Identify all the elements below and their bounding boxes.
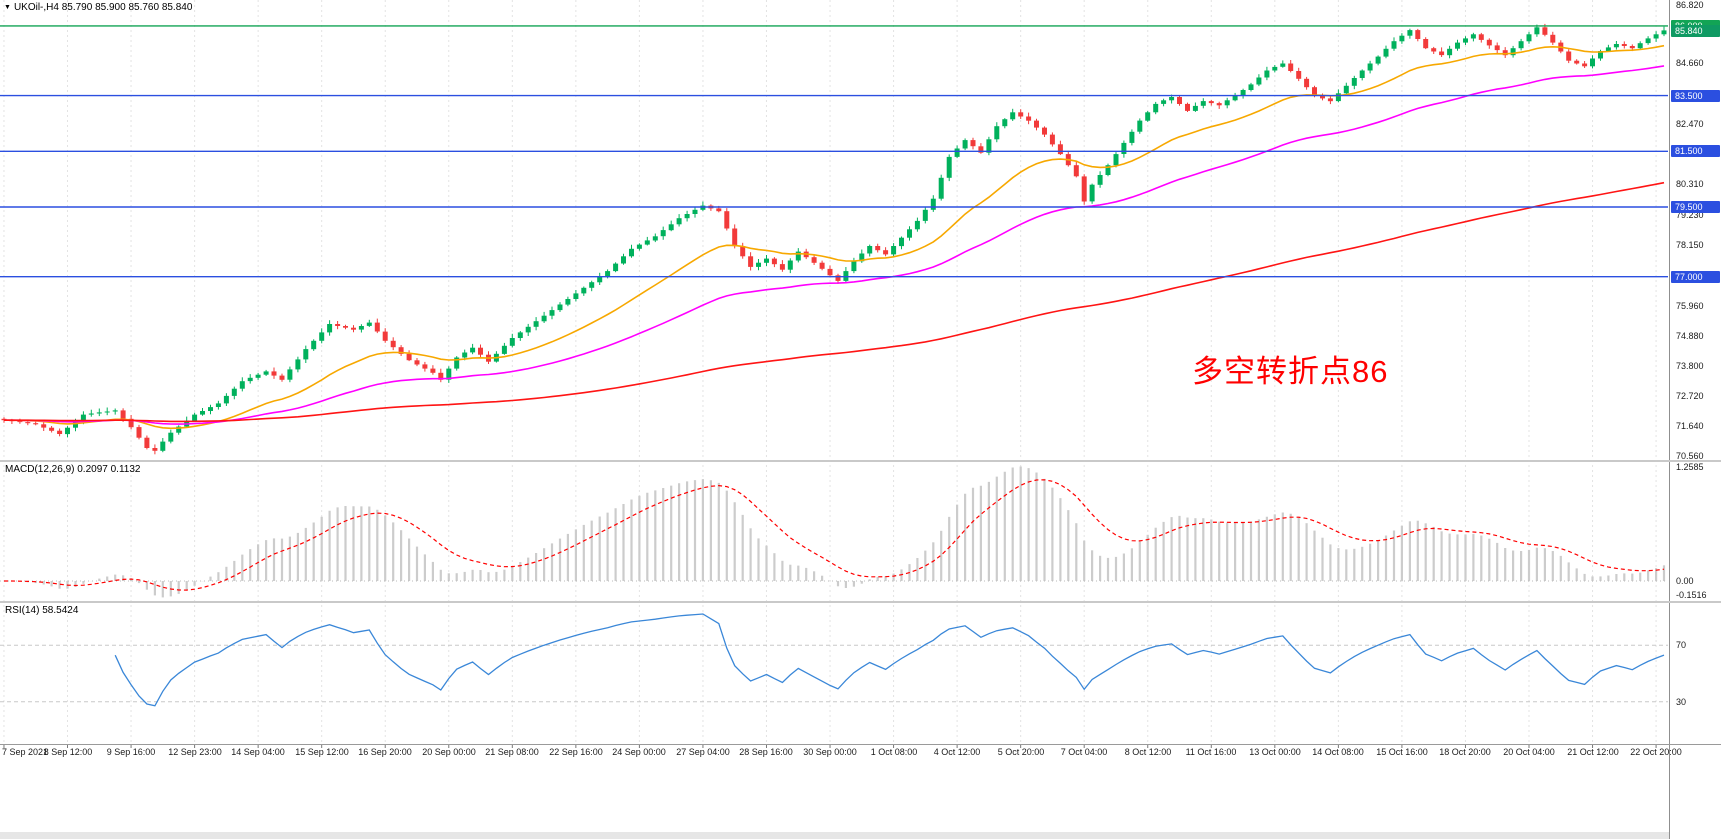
price-line-badge: 77.000 bbox=[1671, 271, 1720, 283]
chart-title-text: UKOil-,H4 85.790 85.900 85.760 85.840 bbox=[13, 2, 193, 13]
time-axis-label: 30 Sep 00:00 bbox=[803, 747, 857, 757]
chart-canvas[interactable] bbox=[0, 0, 1669, 839]
time-axis-label: 1 Oct 08:00 bbox=[870, 747, 918, 757]
time-axis-label: 21 Sep 08:00 bbox=[485, 747, 539, 757]
time-axis-label: 22 Sep 16:00 bbox=[549, 747, 603, 757]
rsi-panel[interactable] bbox=[0, 603, 1669, 744]
macd-label: MACD(12,26,9) 0.2097 0.1132 bbox=[5, 464, 141, 475]
price-axis-tick: -0.1516 bbox=[1676, 590, 1707, 600]
price-axis-tick: 71.640 bbox=[1676, 421, 1704, 431]
panel-divider-macd[interactable] bbox=[0, 460, 1721, 462]
price-axis-tick: 72.720 bbox=[1676, 391, 1704, 401]
time-axis-label: 11 Oct 16:00 bbox=[1185, 747, 1237, 757]
chart-title: ▼ UKOil-,H4 85.790 85.900 85.760 85.840 bbox=[4, 2, 192, 13]
price-axis-tick: 1.2585 bbox=[1676, 462, 1704, 472]
time-axis-label: 13 Oct 00:00 bbox=[1249, 747, 1301, 757]
macd-panel[interactable] bbox=[0, 462, 1669, 601]
price-line-badge: 81.500 bbox=[1671, 145, 1720, 157]
price-axis-tick: 70.560 bbox=[1676, 451, 1704, 461]
price-axis-tick: 78.150 bbox=[1676, 240, 1704, 250]
time-axis-label: 15 Oct 16:00 bbox=[1376, 747, 1428, 757]
time-axis[interactable]: 7 Sep 2021 8 Sep 12:00 9 Sep 16:00 12 Sep 2… bbox=[0, 747, 1721, 761]
price-axis-tick: 74.880 bbox=[1676, 331, 1704, 341]
time-axis-label: 28 Sep 16:00 bbox=[739, 747, 793, 757]
price-axis-tick: 73.800 bbox=[1676, 361, 1704, 371]
panel-divider-rsi[interactable] bbox=[0, 601, 1721, 603]
price-line-badge: 83.500 bbox=[1671, 90, 1720, 102]
time-axis-label: 14 Sep 04:00 bbox=[231, 747, 285, 757]
price-axis-tick: 82.470 bbox=[1676, 119, 1704, 129]
price-axis-tick: 84.660 bbox=[1676, 58, 1704, 68]
bottom-strip bbox=[0, 832, 1721, 839]
time-axis-label: 20 Sep 00:00 bbox=[422, 747, 476, 757]
time-axis-label: 24 Sep 00:00 bbox=[612, 747, 666, 757]
time-axis-label: 9 Sep 16:00 bbox=[106, 747, 156, 757]
time-axis-label: 7 Sep 2021 bbox=[2, 747, 49, 757]
time-axis-label: 8 Sep 12:00 bbox=[43, 747, 93, 757]
time-axis-label: 15 Sep 12:00 bbox=[295, 747, 349, 757]
time-axis-label: 22 Oct 20:00 bbox=[1630, 747, 1682, 757]
price-axis[interactable]: 86.820 84.660 82.470 80.310 79.230 78.150 75.9… bbox=[1669, 0, 1721, 839]
price-axis-tick: 86.820 bbox=[1676, 0, 1704, 10]
time-axis-label: 4 Oct 12:00 bbox=[933, 747, 981, 757]
rsi-label: RSI(14) 58.5424 bbox=[5, 605, 79, 616]
symbol-marker-icon: ▼ bbox=[4, 4, 11, 11]
time-axis-label: 16 Sep 20:00 bbox=[358, 747, 412, 757]
time-axis-label: 18 Oct 20:00 bbox=[1439, 747, 1491, 757]
price-axis-tick: 75.960 bbox=[1676, 301, 1704, 311]
time-axis-label: 14 Oct 08:00 bbox=[1312, 747, 1364, 757]
time-axis-label: 27 Sep 04:00 bbox=[676, 747, 730, 757]
time-axis-label: 12 Sep 23:00 bbox=[168, 747, 222, 757]
annotation-text[interactable]: 多空转折点86 bbox=[1192, 354, 1389, 389]
price-line-badge: 79.500 bbox=[1671, 201, 1720, 213]
time-axis-separator bbox=[0, 744, 1721, 745]
time-axis-label: 5 Oct 20:00 bbox=[997, 747, 1045, 757]
time-axis-label: 8 Oct 12:00 bbox=[1124, 747, 1172, 757]
price-axis-tick: 0.00 bbox=[1676, 576, 1694, 586]
price-axis-tick: 70 bbox=[1676, 640, 1687, 650]
price-axis-tick: 79.230 bbox=[1676, 210, 1704, 220]
time-axis-label: 7 Oct 04:00 bbox=[1060, 747, 1108, 757]
main-chart-panel[interactable] bbox=[0, 0, 1669, 460]
current-price-badge: 85.840 bbox=[1671, 25, 1720, 37]
time-axis-label: 21 Oct 12:00 bbox=[1567, 747, 1619, 757]
price-axis-tick: 80.310 bbox=[1676, 179, 1704, 189]
time-axis-label: 20 Oct 04:00 bbox=[1503, 747, 1555, 757]
price-axis-tick: 30 bbox=[1676, 697, 1687, 707]
